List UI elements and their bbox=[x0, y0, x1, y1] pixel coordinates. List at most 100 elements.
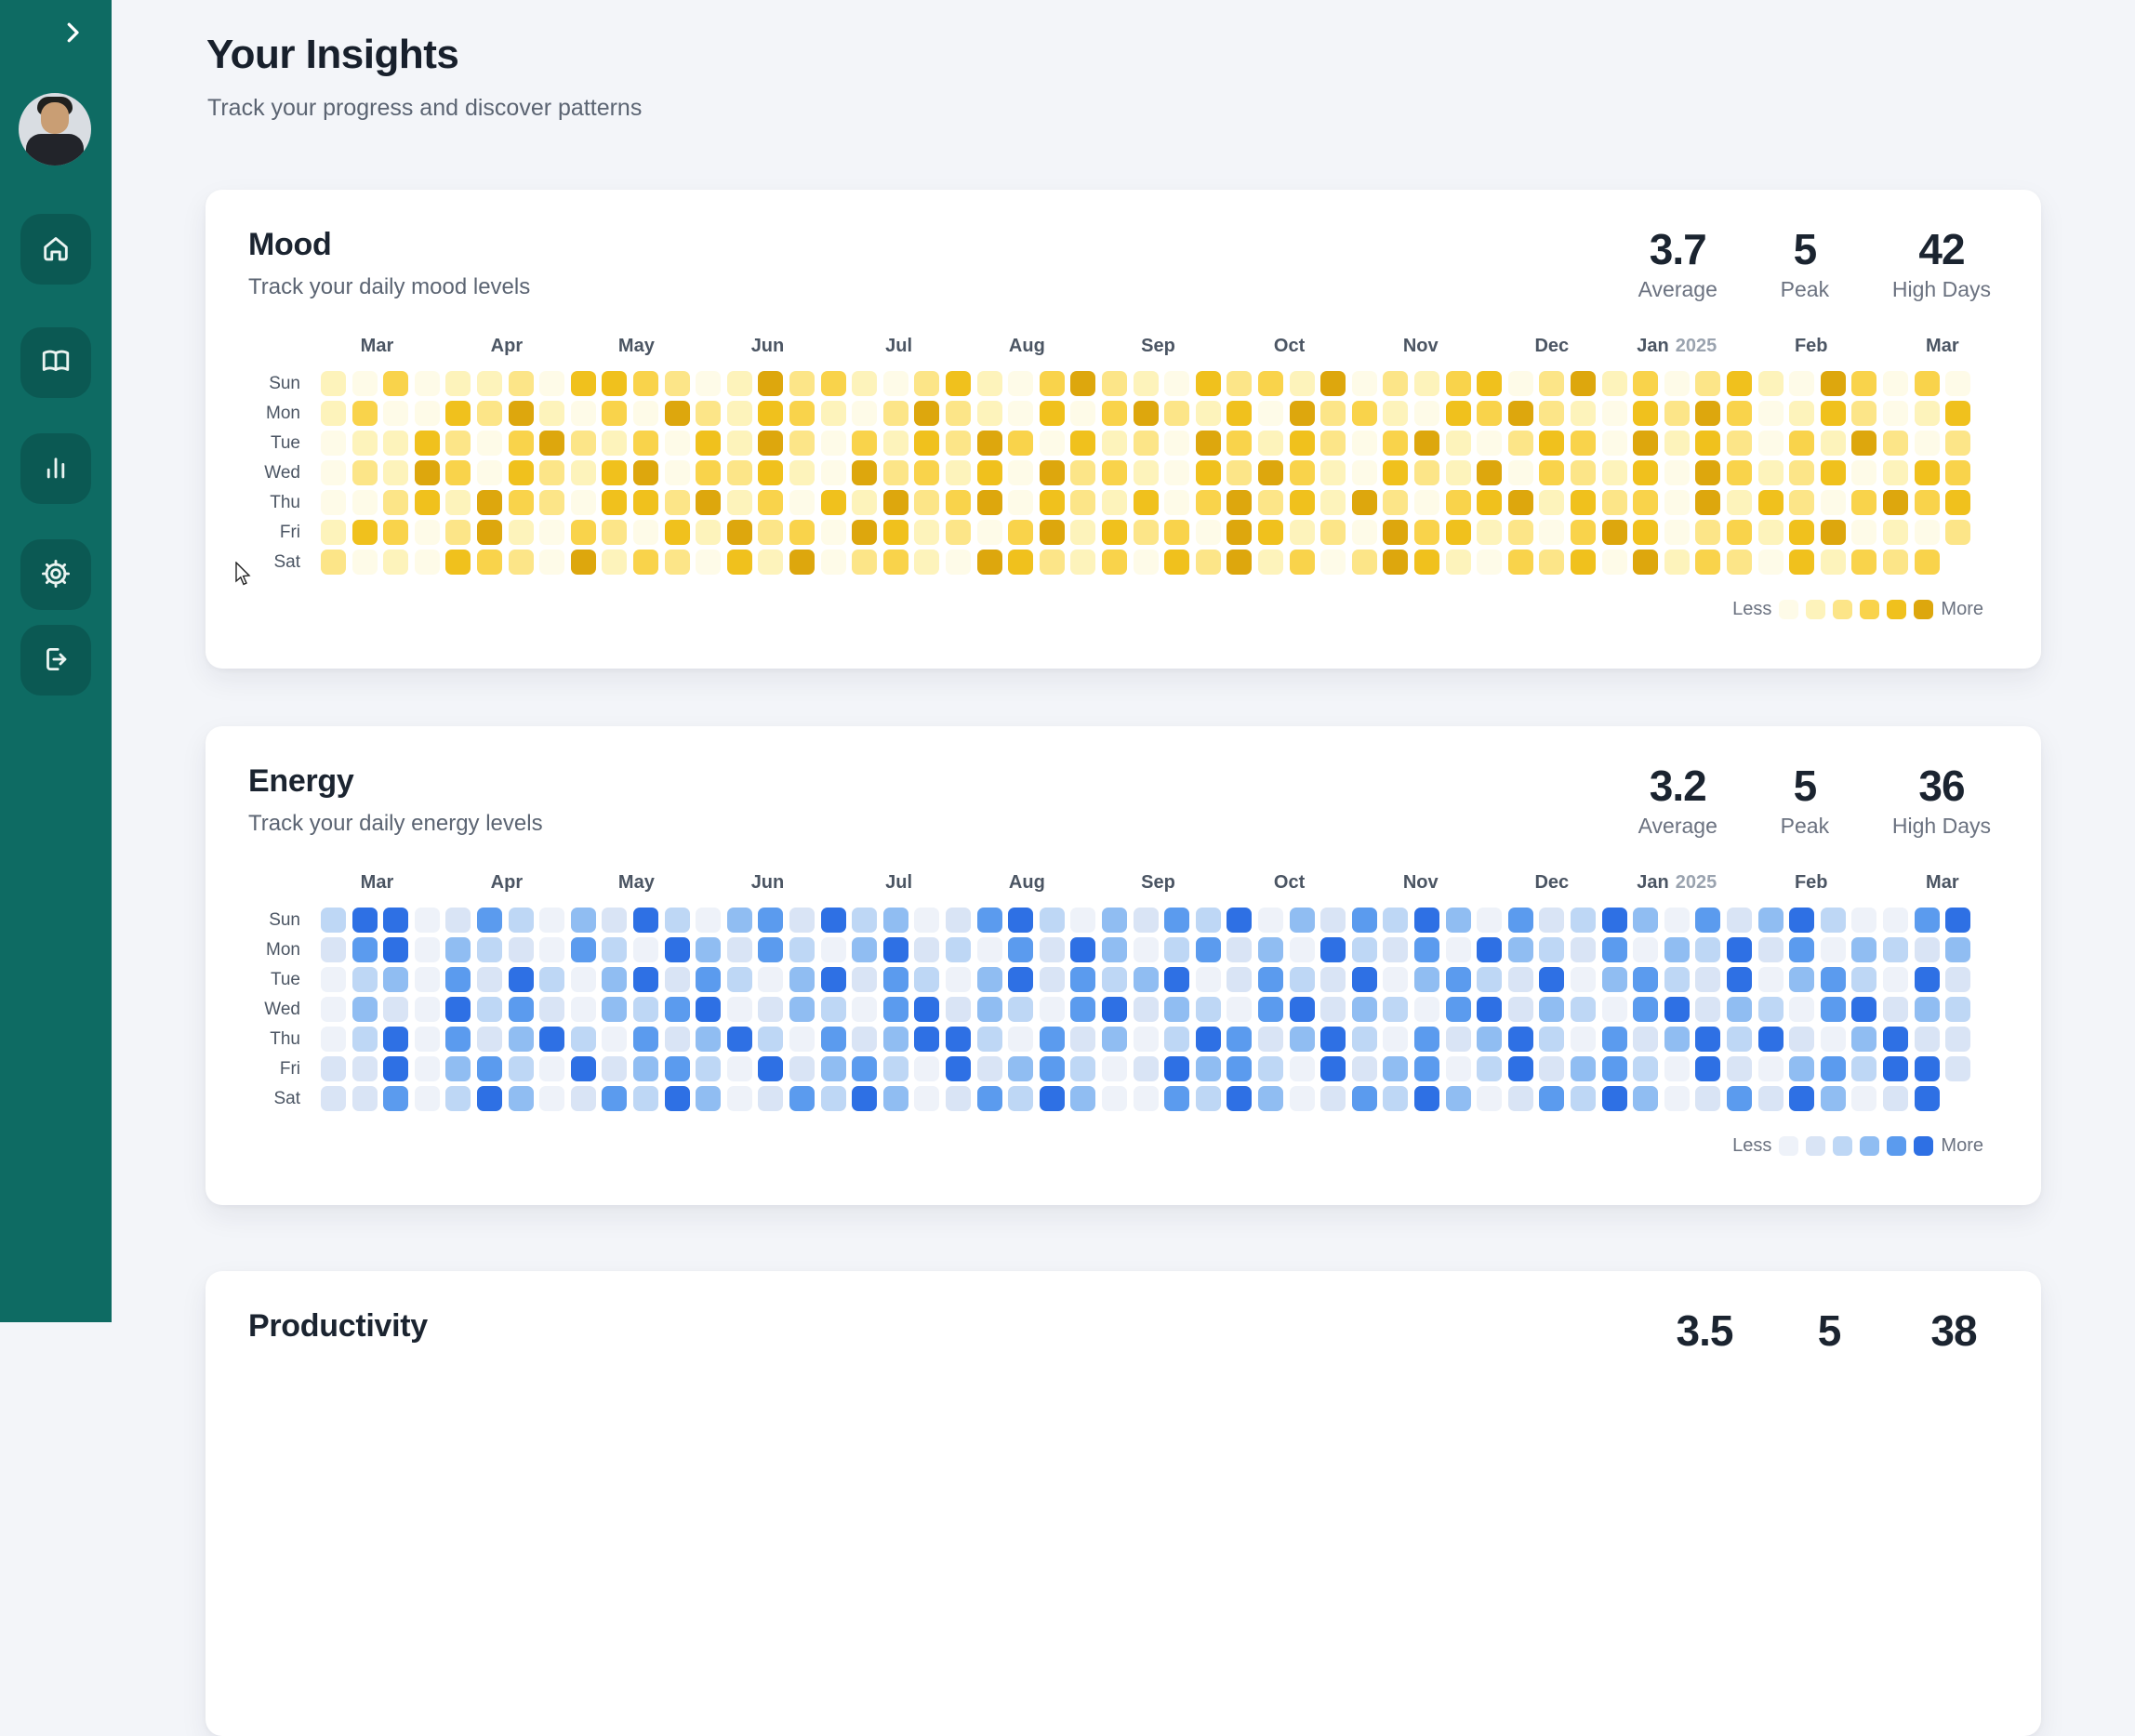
heatmap-cell[interactable] bbox=[1383, 401, 1409, 427]
heatmap-cell[interactable] bbox=[820, 460, 846, 486]
heatmap-cell[interactable] bbox=[1727, 490, 1752, 516]
heatmap-cell[interactable] bbox=[1477, 1027, 1503, 1053]
heatmap-cell[interactable] bbox=[1289, 967, 1315, 993]
heatmap-cell[interactable] bbox=[726, 1086, 752, 1112]
heatmap-cell[interactable] bbox=[383, 908, 409, 934]
heatmap-cell[interactable] bbox=[1914, 1086, 1940, 1112]
heatmap-cell[interactable] bbox=[1820, 431, 1846, 457]
heatmap-cell[interactable] bbox=[445, 401, 471, 427]
sidebar-item-home[interactable] bbox=[20, 214, 91, 285]
heatmap-cell[interactable] bbox=[1195, 967, 1221, 993]
heatmap-cell[interactable] bbox=[477, 1056, 502, 1082]
heatmap-cell[interactable] bbox=[1164, 1027, 1190, 1053]
heatmap-cell[interactable] bbox=[726, 908, 752, 934]
heatmap-cell[interactable] bbox=[1195, 908, 1221, 934]
heatmap-cell[interactable] bbox=[570, 401, 596, 427]
heatmap-cell[interactable] bbox=[1445, 520, 1471, 546]
heatmap-cell[interactable] bbox=[1571, 1086, 1596, 1112]
heatmap-cell[interactable] bbox=[1883, 997, 1908, 1023]
heatmap-cell[interactable] bbox=[1757, 1027, 1784, 1053]
heatmap-cell[interactable] bbox=[414, 431, 440, 457]
heatmap-cell[interactable] bbox=[852, 490, 878, 516]
heatmap-cell[interactable] bbox=[1914, 490, 1940, 516]
heatmap-cell[interactable] bbox=[1757, 371, 1784, 397]
heatmap-cell[interactable] bbox=[976, 550, 1002, 576]
heatmap-cell[interactable] bbox=[664, 460, 690, 486]
heatmap-cell[interactable] bbox=[1195, 520, 1221, 546]
heatmap-cell[interactable] bbox=[1727, 1027, 1752, 1053]
heatmap-cell[interactable] bbox=[445, 490, 471, 516]
heatmap-cell[interactable] bbox=[477, 1027, 502, 1053]
heatmap-cell[interactable] bbox=[696, 460, 722, 486]
heatmap-cell[interactable] bbox=[602, 431, 628, 457]
heatmap-cell[interactable] bbox=[539, 401, 565, 427]
heatmap-cell[interactable] bbox=[1507, 550, 1533, 576]
heatmap-cell[interactable] bbox=[1102, 490, 1127, 516]
heatmap-cell[interactable] bbox=[914, 937, 940, 963]
heatmap-cell[interactable] bbox=[445, 520, 471, 546]
heatmap-cell[interactable] bbox=[820, 371, 846, 397]
heatmap-cell[interactable] bbox=[383, 490, 409, 516]
heatmap-cell[interactable] bbox=[1227, 460, 1253, 486]
heatmap-cell[interactable] bbox=[633, 550, 658, 576]
heatmap-cell[interactable] bbox=[1539, 401, 1565, 427]
heatmap-cell[interactable] bbox=[1507, 1056, 1533, 1082]
heatmap-cell[interactable] bbox=[914, 401, 940, 427]
heatmap-cell[interactable] bbox=[1039, 401, 1065, 427]
heatmap-cell[interactable] bbox=[1102, 1086, 1127, 1112]
heatmap-cell[interactable] bbox=[1633, 460, 1659, 486]
heatmap-cell[interactable] bbox=[1258, 520, 1283, 546]
heatmap-cell[interactable] bbox=[789, 401, 815, 427]
heatmap-cell[interactable] bbox=[1258, 937, 1283, 963]
heatmap-cell[interactable] bbox=[1664, 371, 1690, 397]
heatmap-cell[interactable] bbox=[1133, 967, 1159, 993]
heatmap-cell[interactable] bbox=[1820, 460, 1846, 486]
heatmap-cell[interactable] bbox=[946, 371, 971, 397]
heatmap-cell[interactable] bbox=[383, 550, 409, 576]
heatmap-cell[interactable] bbox=[1008, 908, 1034, 934]
heatmap-cell[interactable] bbox=[508, 908, 534, 934]
heatmap-cell[interactable] bbox=[664, 431, 690, 457]
heatmap-cell[interactable] bbox=[1757, 490, 1784, 516]
heatmap-cell[interactable] bbox=[1757, 908, 1784, 934]
heatmap-cell[interactable] bbox=[976, 967, 1002, 993]
heatmap-cell[interactable] bbox=[1195, 1086, 1221, 1112]
heatmap-cell[interactable] bbox=[508, 550, 534, 576]
heatmap-cell[interactable] bbox=[1757, 937, 1784, 963]
heatmap-cell[interactable] bbox=[1851, 371, 1877, 397]
heatmap-cell[interactable] bbox=[882, 1086, 908, 1112]
heatmap-cell[interactable] bbox=[1601, 1027, 1627, 1053]
heatmap-cell[interactable] bbox=[1633, 1056, 1659, 1082]
heatmap-cell[interactable] bbox=[1664, 460, 1690, 486]
heatmap-cell[interactable] bbox=[1070, 460, 1096, 486]
heatmap-cell[interactable] bbox=[1227, 520, 1253, 546]
heatmap-cell[interactable] bbox=[1477, 997, 1503, 1023]
heatmap-cell[interactable] bbox=[1477, 401, 1503, 427]
heatmap-cell[interactable] bbox=[1507, 490, 1533, 516]
heatmap-cell[interactable] bbox=[351, 460, 378, 486]
heatmap-cell[interactable] bbox=[1477, 460, 1503, 486]
heatmap-cell[interactable] bbox=[1070, 431, 1096, 457]
heatmap-cell[interactable] bbox=[414, 371, 440, 397]
heatmap-cell[interactable] bbox=[1351, 550, 1377, 576]
heatmap-cell[interactable] bbox=[1757, 431, 1784, 457]
heatmap-cell[interactable] bbox=[1289, 908, 1315, 934]
heatmap-cell[interactable] bbox=[602, 371, 628, 397]
heatmap-cell[interactable] bbox=[726, 401, 752, 427]
heatmap-cell[interactable] bbox=[758, 1027, 784, 1053]
heatmap-cell[interactable] bbox=[1195, 937, 1221, 963]
heatmap-cell[interactable] bbox=[1227, 967, 1253, 993]
heatmap-cell[interactable] bbox=[1445, 1027, 1471, 1053]
heatmap-cell[interactable] bbox=[664, 1056, 690, 1082]
heatmap-cell[interactable] bbox=[1039, 520, 1065, 546]
heatmap-cell[interactable] bbox=[1320, 401, 1346, 427]
heatmap-cell[interactable] bbox=[1445, 937, 1471, 963]
heatmap-cell[interactable] bbox=[508, 1056, 534, 1082]
heatmap-cell[interactable] bbox=[1383, 490, 1409, 516]
heatmap-cell[interactable] bbox=[1664, 1086, 1690, 1112]
heatmap-cell[interactable] bbox=[1414, 937, 1439, 963]
heatmap-cell[interactable] bbox=[696, 371, 722, 397]
heatmap-cell[interactable] bbox=[633, 908, 658, 934]
heatmap-cell[interactable] bbox=[1727, 460, 1752, 486]
heatmap-cell[interactable] bbox=[1320, 908, 1346, 934]
